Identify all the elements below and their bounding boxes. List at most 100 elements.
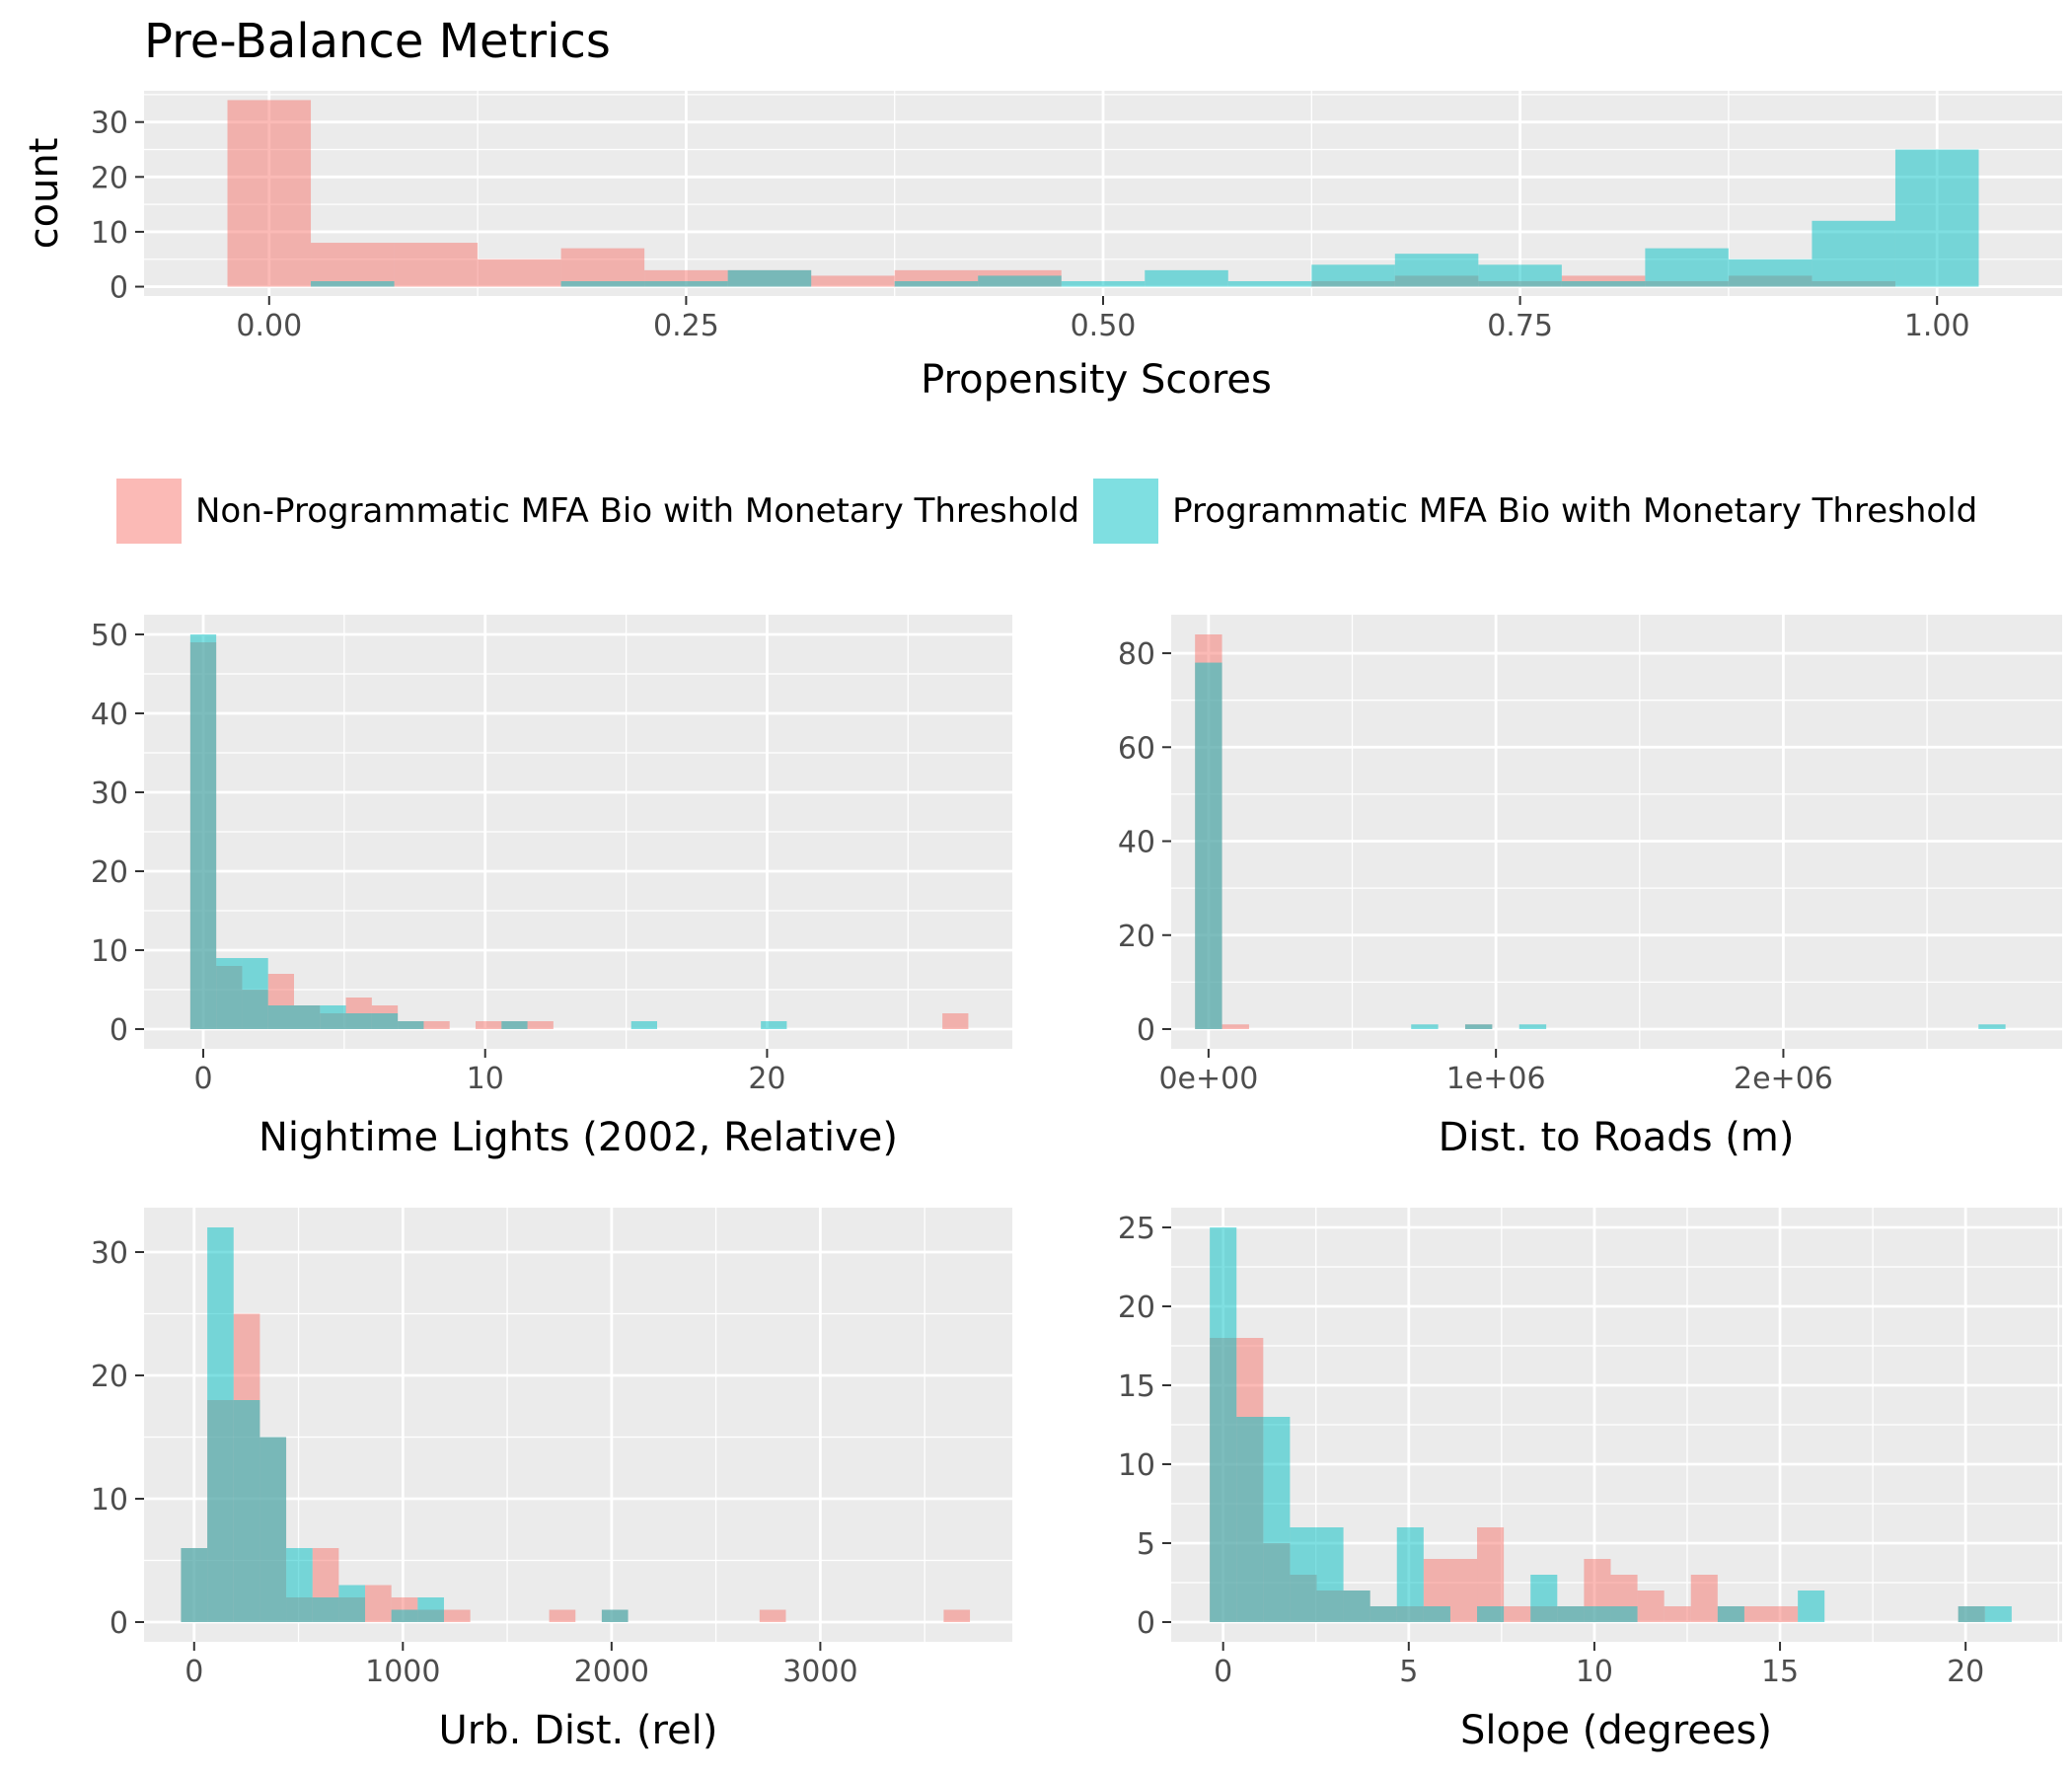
bar-programmatic (1210, 1227, 1237, 1622)
legend: Non-Programmatic MFA Bio with Monetary T… (116, 476, 1991, 547)
bar-non-programmatic (1664, 1606, 1691, 1622)
bar-programmatic (345, 1013, 372, 1029)
bar-non-programmatic (1221, 1024, 1249, 1029)
bar-non-programmatic (943, 1609, 971, 1622)
x-tick-label: 0 (185, 1655, 203, 1689)
y-tick-label: 30 (91, 1236, 128, 1271)
figure-title: Pre-Balance Metrics (144, 14, 611, 69)
bar-programmatic (417, 1597, 444, 1622)
bar-programmatic (391, 1609, 418, 1622)
bar-non-programmatic (1449, 1559, 1478, 1622)
panel-5: 0 5 10 15 20 0 5 10 15 20 25 Slope (degrees) (1118, 1208, 2062, 1753)
bar-programmatic (1464, 1024, 1493, 1029)
bar-programmatic (1728, 259, 1813, 287)
bar-programmatic (242, 958, 268, 1029)
bar-programmatic (1227, 280, 1312, 287)
bar-programmatic (1195, 662, 1222, 1029)
bar-programmatic (259, 1437, 287, 1622)
bar-programmatic (1477, 1606, 1505, 1622)
x-tick-label: 2e+06 (1734, 1062, 1833, 1096)
histogram-panels: 0.00 0.25 0.50 0.75 1.00 0 10 20 30 Propensity Sc… (22, 91, 2062, 1753)
bar-programmatic (1584, 1606, 1611, 1622)
bar-non-programmatic (527, 1021, 554, 1029)
x-tick-label: 0 (193, 1062, 212, 1096)
bar-programmatic (371, 1013, 399, 1029)
bar-programmatic (894, 280, 979, 287)
legend-item-non-programmatic: Non-Programmatic MFA Bio with Monetary T… (116, 479, 1079, 544)
bar-programmatic (1530, 1575, 1558, 1622)
panel-3: 0e+00 1e+06 2e+06 0 20 40 60 80 Dist. to Roads (… (1118, 615, 2062, 1160)
bar-non-programmatic (423, 1021, 450, 1029)
bar-programmatic (233, 1400, 260, 1622)
y-tick-label: 20 (91, 161, 128, 195)
bar-programmatic (601, 1609, 629, 1622)
bar-programmatic (312, 1597, 339, 1622)
bar-programmatic (727, 269, 812, 287)
x-tick-label: 0.25 (653, 309, 719, 343)
bar-programmatic (1984, 1606, 2012, 1622)
bar-non-programmatic (1743, 1606, 1772, 1622)
y-tick-label: 40 (91, 698, 128, 732)
bar-programmatic (1316, 1527, 1344, 1622)
bar-programmatic (1518, 1024, 1547, 1029)
y-tick-label: 20 (1118, 1291, 1155, 1325)
bar-programmatic (1958, 1606, 1985, 1622)
bar-programmatic (320, 1005, 346, 1029)
bar-programmatic (1290, 1527, 1317, 1622)
bar-non-programmatic (394, 243, 479, 287)
x-tick-label: 3000 (782, 1655, 857, 1689)
y-axis-title: count (22, 138, 67, 250)
bar-programmatic (189, 634, 217, 1029)
legend-item-programmatic: Programmatic MFA Bio with Monetary Thres… (1093, 479, 1977, 544)
panel-1: 0.00 0.25 0.50 0.75 1.00 0 10 20 30 Propensity Sc… (22, 91, 2062, 403)
bar-non-programmatic (549, 1609, 576, 1622)
bar-programmatic (1369, 1606, 1397, 1622)
x-axis-title: Slope (degrees) (1460, 1708, 1772, 1753)
bar-programmatic (1557, 1606, 1585, 1622)
bar-non-programmatic (1637, 1591, 1665, 1622)
bar-non-programmatic (227, 100, 312, 287)
y-tick-label: 60 (1118, 731, 1155, 766)
y-tick-label: 0 (1137, 1606, 1155, 1641)
x-tick-label: 20 (1947, 1655, 1984, 1689)
bar-non-programmatic (443, 1609, 471, 1622)
bar-programmatic (1717, 1606, 1744, 1622)
y-tick-label: 30 (91, 107, 128, 141)
bar-programmatic (1411, 1024, 1439, 1029)
legend-label-non-programmatic: Non-Programmatic MFA Bio with Monetary T… (195, 491, 1080, 531)
y-tick-label: 0 (1137, 1013, 1155, 1048)
y-tick-label: 10 (91, 934, 128, 969)
y-tick-label: 5 (1137, 1527, 1155, 1562)
bar-programmatic (267, 1005, 294, 1029)
x-tick-label: 1000 (365, 1655, 440, 1689)
x-tick-label: 0.75 (1487, 309, 1553, 343)
y-tick-label: 10 (91, 1483, 128, 1517)
bar-non-programmatic (759, 1609, 786, 1622)
bar-programmatic (1145, 269, 1228, 287)
bar-programmatic (1236, 1417, 1264, 1622)
bar-programmatic (1061, 280, 1146, 287)
x-tick-label: 1.00 (1904, 309, 1970, 343)
y-tick-label: 25 (1118, 1212, 1155, 1246)
bar-programmatic (181, 1548, 208, 1622)
bar-programmatic (1798, 1591, 1825, 1622)
bar-programmatic (1812, 220, 1895, 287)
bar-programmatic (294, 1005, 321, 1029)
y-tick-label: 0 (110, 1606, 128, 1641)
bar-programmatic (1645, 248, 1729, 287)
bar-programmatic (286, 1548, 313, 1622)
x-tick-label: 10 (467, 1062, 504, 1096)
bar-programmatic (1263, 1417, 1291, 1622)
y-tick-label: 80 (1118, 637, 1155, 672)
bar-non-programmatic (478, 259, 561, 287)
y-tick-label: 0 (110, 271, 128, 306)
y-tick-label: 30 (91, 777, 128, 811)
legend-key-programmatic (1093, 479, 1159, 544)
bar-non-programmatic (365, 1585, 392, 1622)
bar-non-programmatic (1690, 1575, 1718, 1622)
bar-non-programmatic (942, 1013, 969, 1029)
panel-2: 0 10 20 0 10 20 30 40 50 Nightime Lights (2002, R… (91, 615, 1012, 1160)
x-tick-label: 15 (1761, 1655, 1799, 1689)
bar-programmatic (1478, 264, 1562, 287)
